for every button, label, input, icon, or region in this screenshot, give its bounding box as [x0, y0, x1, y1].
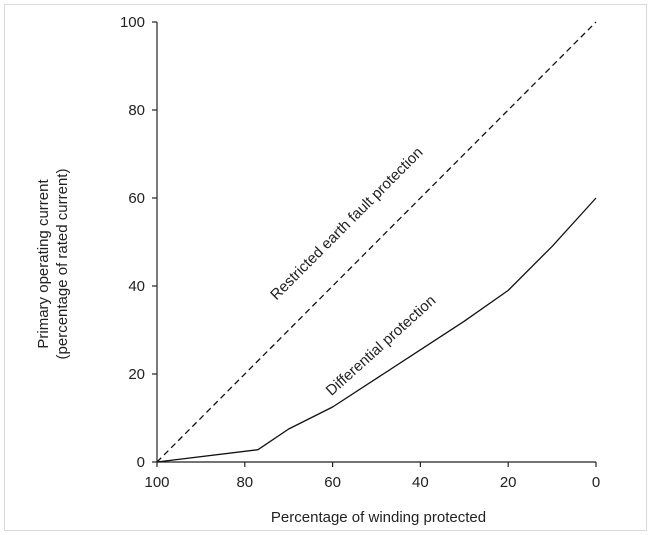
series-group — [157, 22, 596, 462]
series-labels: Restricted earth fault protection Differ… — [267, 144, 439, 399]
series-line-restricted-earth-fault — [157, 22, 596, 462]
y-tick-label: 0 — [137, 454, 145, 471]
x-tick-label: 100 — [144, 474, 169, 491]
x-ticks: 100 80 60 40 20 0 — [144, 462, 600, 491]
y-tick-label: 60 — [128, 190, 145, 207]
y-tick-label: 20 — [128, 366, 145, 383]
y-tick-label: 40 — [128, 278, 145, 295]
y-ticks: 0 20 40 60 80 100 — [120, 14, 157, 471]
y-tick-label: 80 — [128, 102, 145, 119]
y-axis-title: Primary operating current (percentage of… — [35, 169, 71, 360]
y-tick-label: 100 — [120, 14, 145, 31]
x-tick-label: 0 — [592, 474, 600, 491]
x-axis-title: Percentage of winding protected — [271, 509, 486, 526]
x-tick-label: 80 — [236, 474, 253, 491]
y-axis-title-line-2: (percentage of rated current) — [54, 169, 71, 360]
series-line-differential-protection — [157, 198, 596, 462]
y-axis-title-line-1: Primary operating current — [35, 179, 52, 349]
series-label-restricted-earth-fault: Restricted earth fault protection — [267, 144, 426, 304]
x-tick-label: 60 — [324, 474, 341, 491]
series-label-differential-protection: Differential protection — [323, 292, 440, 399]
x-tick-label: 20 — [500, 474, 517, 491]
x-tick-label: 40 — [412, 474, 429, 491]
